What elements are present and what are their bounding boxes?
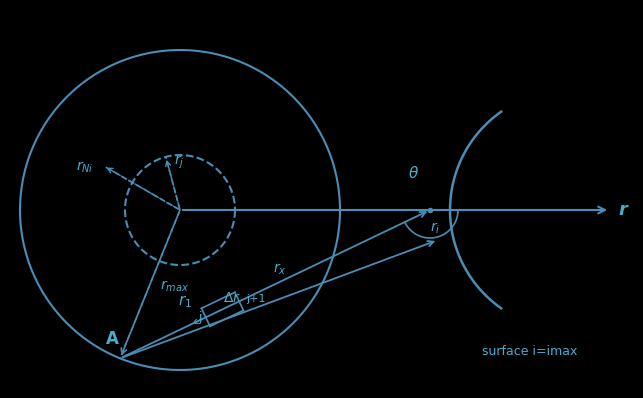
Text: $r_x$: $r_x$: [273, 261, 287, 277]
Text: r: r: [618, 201, 627, 219]
Text: $r_{Ni}$: $r_{Ni}$: [76, 160, 94, 176]
Text: j: j: [198, 311, 202, 324]
Text: $r_{max}$: $r_{max}$: [160, 278, 189, 294]
Text: $\Delta r$: $\Delta r$: [223, 291, 240, 305]
Text: j+1: j+1: [246, 295, 266, 304]
Text: surface i=imax: surface i=imax: [482, 345, 577, 358]
Text: $r_i$: $r_i$: [430, 221, 440, 236]
Text: $\theta$: $\theta$: [408, 165, 419, 181]
Text: $r_j$: $r_j$: [174, 154, 184, 171]
Text: A: A: [105, 330, 118, 348]
Text: $r_1$: $r_1$: [178, 293, 192, 310]
